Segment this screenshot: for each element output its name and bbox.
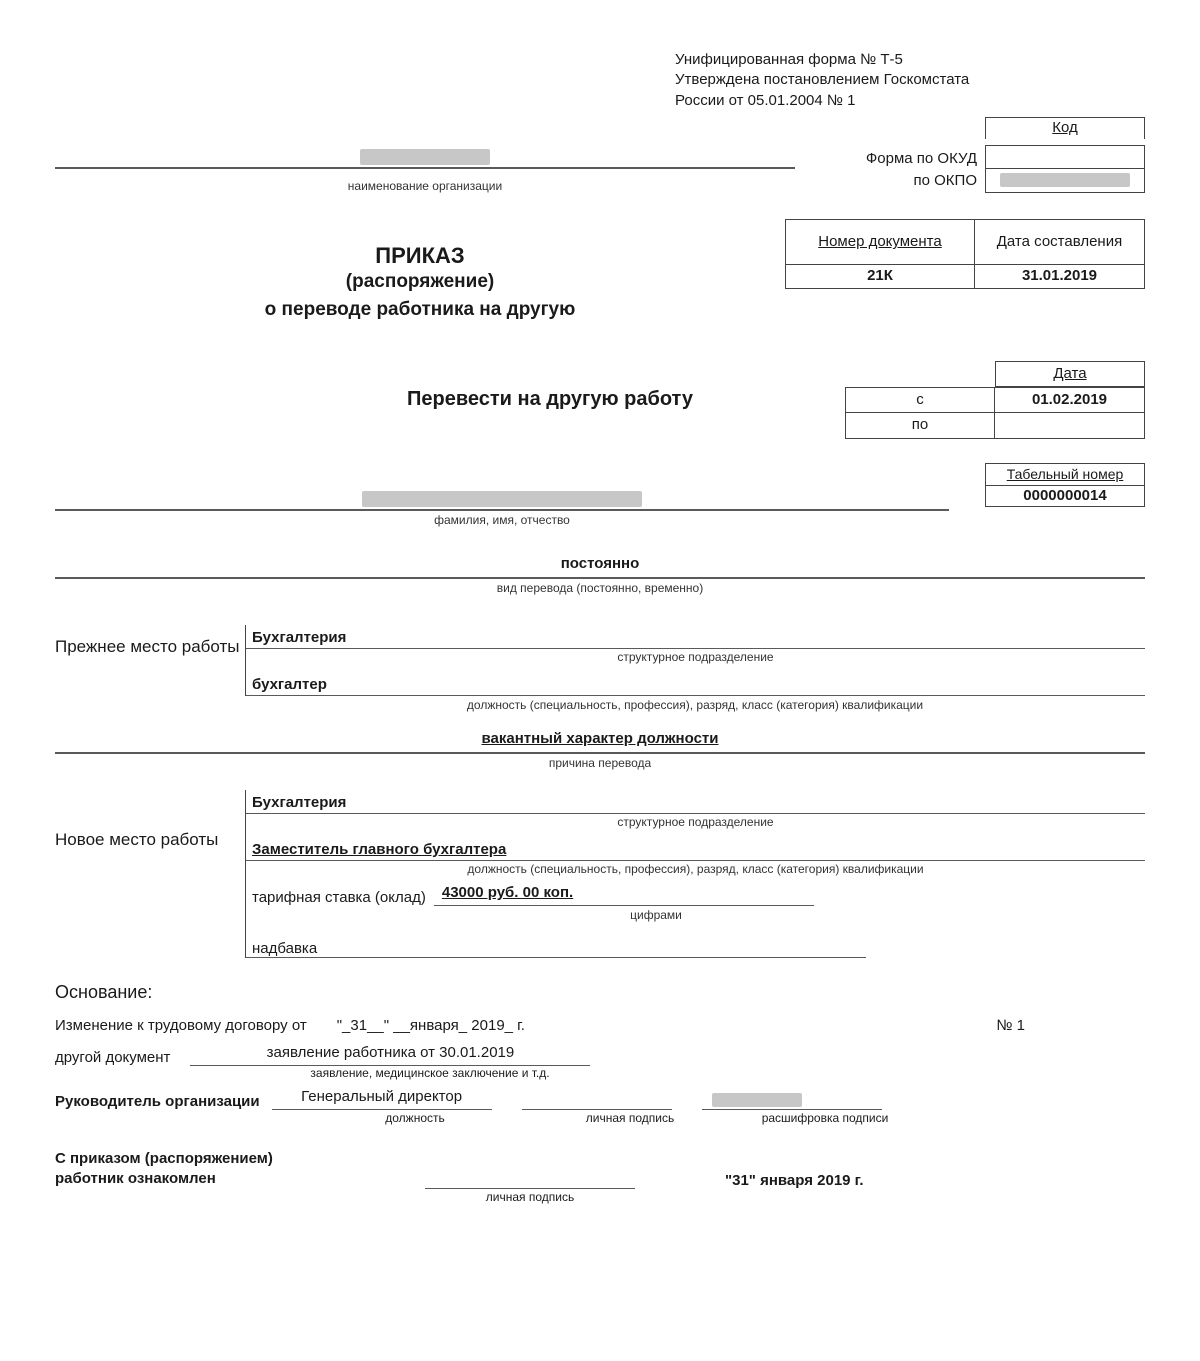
head-sign-sublabel: личная подпись: [555, 1111, 705, 1125]
employee-sign-sublabel: личная подпись: [425, 1190, 635, 1204]
basis-contract-date: "_31__" __января_ 2019_ г.: [337, 1017, 525, 1034]
order-subtitle: (распоряжение): [55, 271, 785, 293]
full-name-field: [55, 485, 949, 511]
new-dept-sublabel: структурное подразделение: [246, 815, 1145, 829]
transfer-from-label: с: [845, 387, 995, 413]
transfer-reason-sublabel: причина перевода: [55, 756, 1145, 770]
organization-name-field: [55, 143, 795, 169]
new-dept-value: Бухгалтерия: [246, 790, 1145, 814]
transfer-reason-value: вакантный характер должности: [55, 730, 1145, 754]
order-title: ПРИКАЗ: [55, 243, 785, 269]
ack-date: "31" января 2019 г.: [725, 1172, 864, 1189]
prev-position-sublabel: должность (специальность, профессия), ра…: [245, 698, 1145, 712]
transfer-type-value: постоянно: [55, 555, 1145, 579]
org-sublabel: наименование организации: [55, 179, 795, 193]
form-header-line3: России от 05.01.2004 № 1: [675, 91, 1145, 111]
salary-label: тарифная ставка (оклад): [246, 889, 426, 906]
head-label: Руководитель организации: [55, 1093, 260, 1110]
head-decode-sublabel: расшифровка подписи: [735, 1111, 915, 1125]
transfer-title: Перевести на другую работу: [55, 388, 845, 411]
allowance-field: надбавка: [246, 934, 866, 958]
order-subject: о переводе работника на другую: [55, 299, 785, 321]
allowance-label: надбавка: [252, 940, 317, 957]
head-signature-decode-field: [702, 1088, 882, 1110]
personnel-number-header: Табельный номер: [985, 463, 1145, 485]
new-position-value: Заместитель главного бухгалтера: [246, 837, 1145, 861]
basis-contract-label: Изменение к трудовому договору от: [55, 1017, 307, 1034]
prev-position-value: бухгалтер: [246, 672, 1145, 696]
employee-signature-field: [425, 1167, 635, 1189]
prev-dept-sublabel: структурное подразделение: [246, 650, 1145, 664]
ack-line2: работник ознакомлен: [55, 1169, 385, 1189]
transfer-to-label: по: [845, 413, 995, 439]
salary-sublabel: цифрами: [466, 908, 846, 922]
transfer-type-sublabel: вид перевода (постоянно, временно): [55, 581, 1145, 595]
form-header-line1: Унифицированная форма № Т-5: [675, 50, 1145, 70]
code-header: Код: [985, 117, 1145, 139]
doc-date-value: 31.01.2019: [975, 265, 1145, 289]
okud-label: Форма по ОКУД: [795, 150, 977, 167]
doc-number-label: Номер документа: [818, 233, 941, 250]
redacted-org-name: [360, 149, 490, 165]
personnel-number-value: 0000000014: [985, 485, 1145, 507]
redacted-full-name: [362, 491, 642, 507]
otherdoc-sublabel: заявление, медицинское заключение и т.д.: [230, 1066, 630, 1080]
fio-sublabel: фамилия, имя, отчество: [55, 513, 949, 527]
prev-workplace-label: Прежнее место работы: [55, 625, 245, 696]
prev-dept-value: Бухгалтерия: [246, 625, 1145, 649]
okpo-label: по ОКПО: [795, 172, 977, 189]
basis-contract-number: № 1: [996, 1017, 1025, 1034]
head-signature-field: [522, 1088, 672, 1110]
head-position-value: Генеральный директор: [272, 1088, 492, 1110]
redacted-head-name: [712, 1093, 802, 1107]
new-position-sublabel: должность (специальность, профессия), ра…: [246, 862, 1145, 876]
otherdoc-value: заявление работника от 30.01.2019: [190, 1044, 590, 1066]
okud-code-cell: [985, 145, 1145, 169]
new-workplace-label: Новое место работы: [55, 790, 245, 958]
doc-number-box: Номер документа 21К Дата составления 31.…: [785, 219, 1145, 321]
salary-value: 43000 руб. 00 коп.: [434, 884, 814, 906]
ack-line1: С приказом (распоряжением): [55, 1149, 385, 1169]
form-header-line2: Утверждена постановлением Госкомстата: [675, 70, 1145, 90]
transfer-dates-table: Дата с 01.02.2019 по: [845, 361, 1145, 439]
okpo-code-cell: [985, 169, 1145, 193]
transfer-date-header: Дата: [995, 361, 1145, 387]
form-header: Унифицированная форма № Т-5 Утверждена п…: [675, 50, 1145, 111]
doc-number-value: 21К: [785, 265, 975, 289]
redacted-okpo: [1000, 173, 1130, 187]
basis-title: Основание:: [55, 982, 1145, 1003]
transfer-from-value: 01.02.2019: [995, 387, 1145, 413]
transfer-to-value: [995, 413, 1145, 439]
doc-date-label: Дата составления: [975, 219, 1145, 265]
otherdoc-label: другой документ: [55, 1049, 170, 1066]
head-position-sublabel: должность: [305, 1111, 525, 1125]
